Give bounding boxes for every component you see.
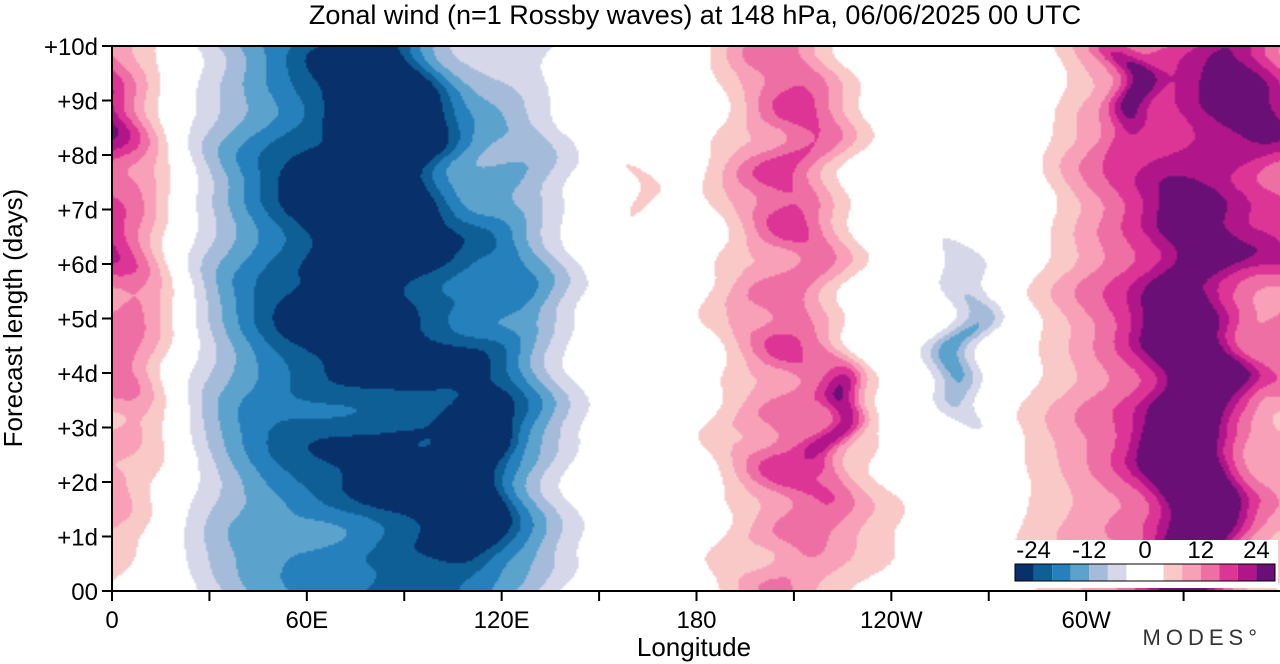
- x-axis-title: Longitude: [637, 632, 751, 662]
- colorbar-swatch: [1145, 564, 1164, 581]
- colorbar-swatch: [1070, 564, 1090, 581]
- colorbar-swatch: [1089, 564, 1108, 581]
- colorbar-swatch: [1107, 564, 1127, 581]
- colorbar-swatch: [1237, 564, 1257, 581]
- colorbar-label: 24: [1243, 537, 1270, 564]
- y-tick-label: +3d: [57, 416, 98, 443]
- colorbar-swatch: [1052, 564, 1071, 581]
- y-tick-label: +6d: [57, 252, 98, 279]
- colorbar-label: -24: [1016, 537, 1051, 564]
- colorbar-frame: [1014, 563, 1276, 582]
- chart-title: Zonal wind (n=1 Rossby waves) at 148 hPa…: [309, 0, 1081, 30]
- y-tick-label: 00: [71, 579, 98, 606]
- colorbar-labels: -24 -12 0 12 24: [1016, 537, 1270, 564]
- colorbar-swatch: [1256, 564, 1275, 581]
- colorbar: -24 -12 0 12 24: [1004, 537, 1278, 588]
- y-tick-label: +4d: [57, 361, 98, 388]
- colorbar-swatches: [1014, 563, 1276, 582]
- y-tick-label: +5d: [57, 307, 98, 334]
- colorbar-swatch: [1015, 564, 1034, 581]
- x-tick-label: 120W: [860, 607, 923, 634]
- colorbar-swatch: [1126, 564, 1145, 581]
- y-tick-label: +1d: [57, 525, 98, 552]
- colorbar-swatch: [1219, 564, 1238, 581]
- x-tick-label: 0: [105, 607, 118, 634]
- x-axis: 0 60E 120E 180 120W 60W: [105, 591, 1185, 634]
- y-tick-label: +8d: [57, 143, 98, 170]
- x-tick-label: 120E: [474, 607, 530, 634]
- brand-logo-text: MODES°: [1143, 625, 1262, 650]
- wind-contour-field: [112, 46, 1280, 591]
- colorbar-swatch: [1033, 564, 1053, 581]
- x-tick-label: 60E: [285, 607, 328, 634]
- y-axis: 00 +1d +2d +3d +4d +5d +6d +7d +8d +9d +10d: [44, 34, 112, 606]
- colorbar-label: 0: [1138, 537, 1151, 564]
- y-tick-label: +7d: [57, 198, 98, 225]
- y-tick-label: +2d: [57, 470, 98, 497]
- colorbar-swatch: [1182, 564, 1201, 581]
- x-tick-label: 60W: [1061, 607, 1111, 634]
- colorbar-label: 12: [1187, 537, 1214, 564]
- y-tick-label: +10d: [44, 34, 98, 61]
- y-tick-label: +9d: [57, 89, 98, 116]
- colorbar-swatch: [1163, 564, 1183, 581]
- plot-area: [111, 45, 1280, 592]
- y-axis-title: Forecast length (days): [0, 189, 28, 448]
- colorbar-swatch: [1200, 564, 1220, 581]
- x-tick-label: 180: [676, 607, 716, 634]
- colorbar-label: -12: [1072, 537, 1107, 564]
